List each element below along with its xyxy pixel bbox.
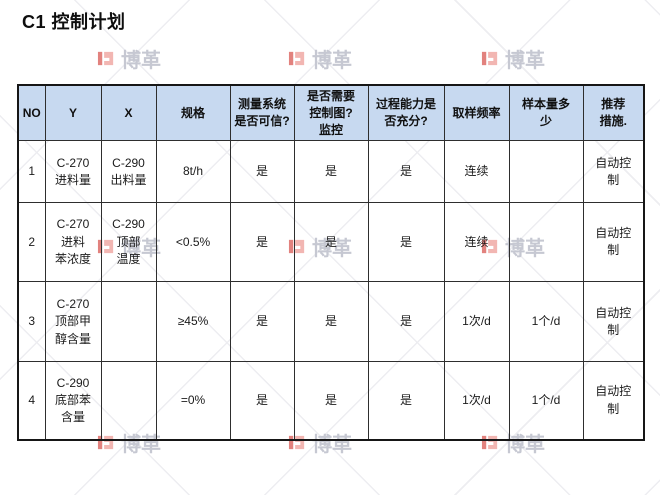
col-header-control-chart: 是否需要 控制图? 监控 <box>293 84 369 142</box>
page-title: C1 控制计划 <box>22 12 126 32</box>
boge-logo-icon <box>97 49 116 68</box>
cell-r4-sample-size: 1个/d <box>508 361 584 441</box>
cell-r2-y: C-270 进料 苯浓度 <box>44 202 102 283</box>
cell-r4-capability: 是 <box>367 361 445 441</box>
cell-r2-msa: 是 <box>229 202 295 283</box>
col-header-no: NO <box>17 84 46 142</box>
cell-r1-x: C-290 出料量 <box>100 140 157 204</box>
cell-r1-recommended-action: 自动控 制 <box>582 140 645 204</box>
table-row: 3 C-270 顶部甲 醇含量 ≥45% 是 是 是 1次/d 1个/d 自动控… <box>17 281 645 363</box>
cell-r1-sample-size <box>508 140 584 204</box>
col-header-sample-size: 样本量多 少 <box>508 84 584 142</box>
cell-r2-x: C-290 顶部 温度 <box>100 202 157 283</box>
col-header-capability: 过程能力是 否充分? <box>367 84 445 142</box>
control-plan-table: NO Y X 规格 测量系统 是否可信? 是否需要 控制图? 监控 过程能力是 … <box>17 84 645 441</box>
cell-r3-sampling-freq: 1次/d <box>443 281 510 363</box>
col-header-spec: 规格 <box>155 84 231 142</box>
table-row: 1 C-270 进料量 C-290 出料量 8t/h 是 是 是 连续 自动控 … <box>17 140 645 204</box>
cell-r3-no: 3 <box>17 281 46 363</box>
cell-r3-msa: 是 <box>229 281 295 363</box>
cell-r4-sampling-freq: 1次/d <box>443 361 510 441</box>
cell-r4-msa: 是 <box>229 361 295 441</box>
cell-r3-control-chart: 是 <box>293 281 369 363</box>
table-header-row: NO Y X 规格 测量系统 是否可信? 是否需要 控制图? 监控 过程能力是 … <box>17 84 645 142</box>
cell-r2-recommended-action: 自动控 制 <box>582 202 645 283</box>
cell-r4-no: 4 <box>17 361 46 441</box>
cell-r2-capability: 是 <box>367 202 445 283</box>
watermark-text: 博革 <box>121 50 161 72</box>
cell-r1-no: 1 <box>17 140 46 204</box>
table-row: 4 C-290 底部苯 含量 =0% 是 是 是 1次/d 1个/d 自动控 制 <box>17 361 645 441</box>
cell-r2-spec: <0.5% <box>155 202 231 283</box>
cell-r3-y: C-270 顶部甲 醇含量 <box>44 281 102 363</box>
cell-r1-y: C-270 进料量 <box>44 140 102 204</box>
cell-r3-spec: ≥45% <box>155 281 231 363</box>
watermark: 博革 <box>288 44 352 73</box>
cell-r4-spec: =0% <box>155 361 231 441</box>
table-row: 2 C-270 进料 苯浓度 C-290 顶部 温度 <0.5% 是 是 是 连… <box>17 202 645 283</box>
cell-r2-sample-size <box>508 202 584 283</box>
cell-r3-sample-size: 1个/d <box>508 281 584 363</box>
boge-logo-icon <box>288 49 307 68</box>
col-header-msa: 测量系统 是否可信? <box>229 84 295 142</box>
cell-r1-msa: 是 <box>229 140 295 204</box>
watermark-text: 博革 <box>505 50 545 72</box>
cell-r1-spec: 8t/h <box>155 140 231 204</box>
cell-r1-capability: 是 <box>367 140 445 204</box>
cell-r1-sampling-freq: 连续 <box>443 140 510 204</box>
watermark: 博革 <box>481 44 545 73</box>
cell-r4-x <box>100 361 157 441</box>
cell-r3-capability: 是 <box>367 281 445 363</box>
cell-r4-y: C-290 底部苯 含量 <box>44 361 102 441</box>
cell-r2-control-chart: 是 <box>293 202 369 283</box>
cell-r4-recommended-action: 自动控 制 <box>582 361 645 441</box>
boge-logo-icon <box>481 49 500 68</box>
cell-r1-control-chart: 是 <box>293 140 369 204</box>
cell-r2-no: 2 <box>17 202 46 283</box>
col-header-recommended-action: 推荐 措施. <box>582 84 645 142</box>
cell-r3-x <box>100 281 157 363</box>
col-header-x: X <box>100 84 157 142</box>
watermark: 博革 <box>97 44 161 73</box>
cell-r4-control-chart: 是 <box>293 361 369 441</box>
col-header-sampling-freq: 取样频率 <box>443 84 510 142</box>
col-header-y: Y <box>44 84 102 142</box>
cell-r2-sampling-freq: 连续 <box>443 202 510 283</box>
cell-r3-recommended-action: 自动控 制 <box>582 281 645 363</box>
watermark-text: 博革 <box>312 50 352 72</box>
